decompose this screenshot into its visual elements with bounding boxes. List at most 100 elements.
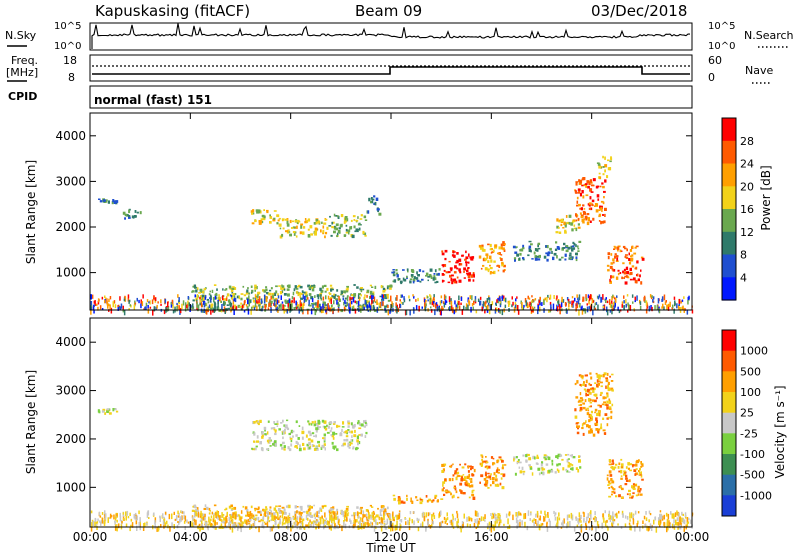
- heatmap-cell: [582, 402, 585, 405]
- heatmap-cell: [466, 482, 469, 486]
- colorbar-swatch: [722, 454, 736, 476]
- heatmap-cell: [399, 304, 402, 308]
- heatmap-cell: [408, 517, 411, 522]
- heatmap-cell: [310, 296, 314, 300]
- heatmap-cell: [668, 520, 670, 527]
- heatmap-cell: [498, 516, 500, 521]
- heatmap-cell: [208, 521, 211, 525]
- heatmap-cell: [242, 521, 244, 525]
- heatmap-cell: [490, 526, 493, 533]
- heatmap-cell: [597, 428, 601, 431]
- heatmap-cell: [479, 296, 482, 300]
- heatmap-cell: [408, 295, 410, 299]
- heatmap-cell: [295, 300, 297, 306]
- heatmap-cell: [453, 486, 456, 489]
- heatmap-cell: [441, 250, 444, 253]
- heatmap-cell: [562, 247, 566, 249]
- heatmap-cell: [625, 479, 629, 482]
- heatmap-cell: [469, 465, 472, 468]
- heatmap-cell: [265, 288, 268, 291]
- heatmap-cell: [344, 219, 347, 223]
- heatmap-cell: [608, 495, 612, 498]
- heatmap-cell: [591, 399, 595, 402]
- heatmap-cell: [203, 507, 206, 510]
- heatmap-cell: [300, 527, 302, 530]
- heatmap-cell: [333, 512, 336, 519]
- heatmap-cell: [135, 514, 137, 520]
- heatmap-cell: [193, 521, 195, 527]
- heatmap-cell: [344, 217, 347, 221]
- heatmap-cell: [525, 454, 528, 458]
- heatmap-cell: [320, 289, 324, 293]
- heatmap-cell: [679, 516, 681, 523]
- heatmap-cell: [299, 295, 302, 298]
- heatmap-cell: [451, 522, 454, 528]
- velocity-panel-frame: [89, 317, 693, 528]
- heatmap-cell: [611, 480, 615, 484]
- heatmap-cell: [540, 463, 543, 467]
- heatmap-cell: [458, 295, 460, 301]
- heatmap-cell: [623, 271, 627, 275]
- heatmap-cell: [597, 198, 600, 201]
- heatmap-cell: [577, 250, 580, 252]
- heatmap-cell: [322, 229, 325, 234]
- heatmap-cell: [199, 519, 202, 522]
- heatmap-cell: [494, 512, 496, 518]
- heatmap-cell: [322, 437, 325, 440]
- heatmap-cell: [488, 295, 490, 299]
- heatmap-cell: [522, 454, 525, 457]
- heatmap-cell: [291, 220, 295, 223]
- heatmap-cell: [157, 301, 159, 304]
- heatmap-cell: [629, 267, 632, 271]
- heatmap-cell: [559, 454, 563, 457]
- heatmap-cell: [523, 513, 525, 520]
- heatmap-cell: [416, 499, 419, 501]
- heatmap-cell: [500, 473, 503, 475]
- heatmap-cell: [278, 507, 281, 512]
- heatmap-cell: [400, 500, 404, 504]
- heatmap-cell: [616, 295, 618, 298]
- heatmap-cell: [274, 443, 277, 446]
- heatmap-cell: [548, 518, 550, 522]
- heatmap-cell: [164, 522, 167, 528]
- heatmap-cell: [229, 520, 233, 524]
- heatmap-cell: [248, 522, 251, 525]
- heatmap-cell: [495, 307, 497, 311]
- heatmap-cell: [485, 471, 487, 476]
- heatmap-cell: [228, 505, 232, 509]
- heatmap-cell: [348, 431, 351, 434]
- heatmap-cell: [372, 514, 374, 521]
- heatmap-cell: [588, 425, 591, 429]
- heatmap-cell: [186, 304, 188, 309]
- heatmap-cell: [249, 518, 252, 522]
- heatmap-cell: [570, 222, 573, 226]
- heatmap-cell: [682, 517, 684, 524]
- heatmap-cell: [575, 396, 579, 399]
- heatmap-cell: [115, 524, 117, 527]
- heatmap-cell: [308, 441, 311, 446]
- heatmap-cell: [366, 307, 368, 311]
- heatmap-cell: [683, 525, 685, 532]
- heatmap-cell: [473, 274, 475, 278]
- heatmap-cell: [399, 299, 401, 302]
- heatmap-cell: [331, 517, 333, 523]
- heatmap-cell: [575, 306, 577, 312]
- cpid-panel: [89, 85, 693, 109]
- power-heatmap: [90, 155, 694, 316]
- heatmap-cell: [496, 265, 499, 267]
- heatmap-cell: [610, 304, 613, 308]
- heatmap-cell: [362, 521, 366, 524]
- heatmap-cell: [330, 526, 332, 531]
- heatmap-cell: [331, 510, 335, 514]
- heatmap-cell: [274, 520, 277, 526]
- heatmap-cell: [377, 210, 379, 213]
- heatmap-cell: [442, 307, 444, 311]
- heatmap-cell: [499, 482, 502, 486]
- heatmap-cell: [662, 303, 664, 309]
- heatmap-cell: [443, 463, 447, 466]
- heatmap-cell: [468, 485, 472, 488]
- heatmap-cell: [241, 304, 244, 309]
- heatmap-cell: [139, 517, 141, 523]
- heatmap-cell: [334, 294, 337, 297]
- heatmap-cell: [322, 518, 324, 525]
